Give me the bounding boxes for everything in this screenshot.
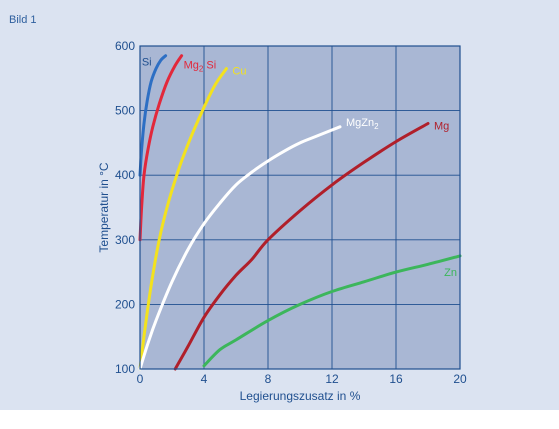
y-tick-label: 200 [115, 297, 135, 311]
series-labels: Si Mg2 Si Cu MgZn2 Mg Zn [142, 57, 457, 279]
series-label: MgZn2 [346, 117, 379, 131]
series-line-mg2-si [138, 54, 184, 242]
y-tick-label: 500 [115, 104, 135, 118]
series-label: Si [142, 57, 152, 69]
series-label: Cu [232, 66, 246, 78]
x-tick-label: 8 [265, 372, 272, 386]
line-chart: 0 4 8 12 16 20 100 200 300 400 500 600 Si Mg2 Si Cu Mg… [97, 39, 467, 403]
y-tick-label: 100 [115, 362, 135, 376]
y-tick-label: 600 [115, 39, 135, 53]
series-line-cu [138, 67, 228, 371]
series-label: Mg [434, 121, 449, 133]
y-tick-label: 400 [115, 168, 135, 182]
y-tick-label: 300 [115, 233, 135, 247]
x-tick-label: 16 [389, 372, 403, 386]
tick-labels: 0 4 8 12 16 20 100 200 300 400 500 600 [115, 39, 467, 386]
series-line-mgzn2 [138, 125, 342, 371]
x-axis-title: Legierungszusatz in % [240, 389, 361, 403]
x-tick-label: 20 [453, 372, 467, 386]
x-tick-label: 0 [137, 372, 144, 386]
plot-area [140, 46, 460, 369]
series-lines [138, 54, 462, 371]
x-tick-label: 12 [325, 372, 339, 386]
plot-frame [139, 45, 461, 370]
series-line-zn [202, 254, 462, 368]
series-label: Zn [444, 267, 457, 279]
x-tick-label: 4 [201, 372, 208, 386]
series-line-si [138, 54, 168, 177]
figure-panel: Bild 1 0 4 8 12 16 20 100 200 300 400 500 600 Si Mg2… [0, 0, 559, 410]
series-label: Mg2 Si [184, 60, 217, 74]
y-axis-title: Temperatur in °C [97, 162, 111, 252]
figure-label: Bild 1 [9, 14, 37, 26]
series-line-mg [173, 122, 430, 371]
